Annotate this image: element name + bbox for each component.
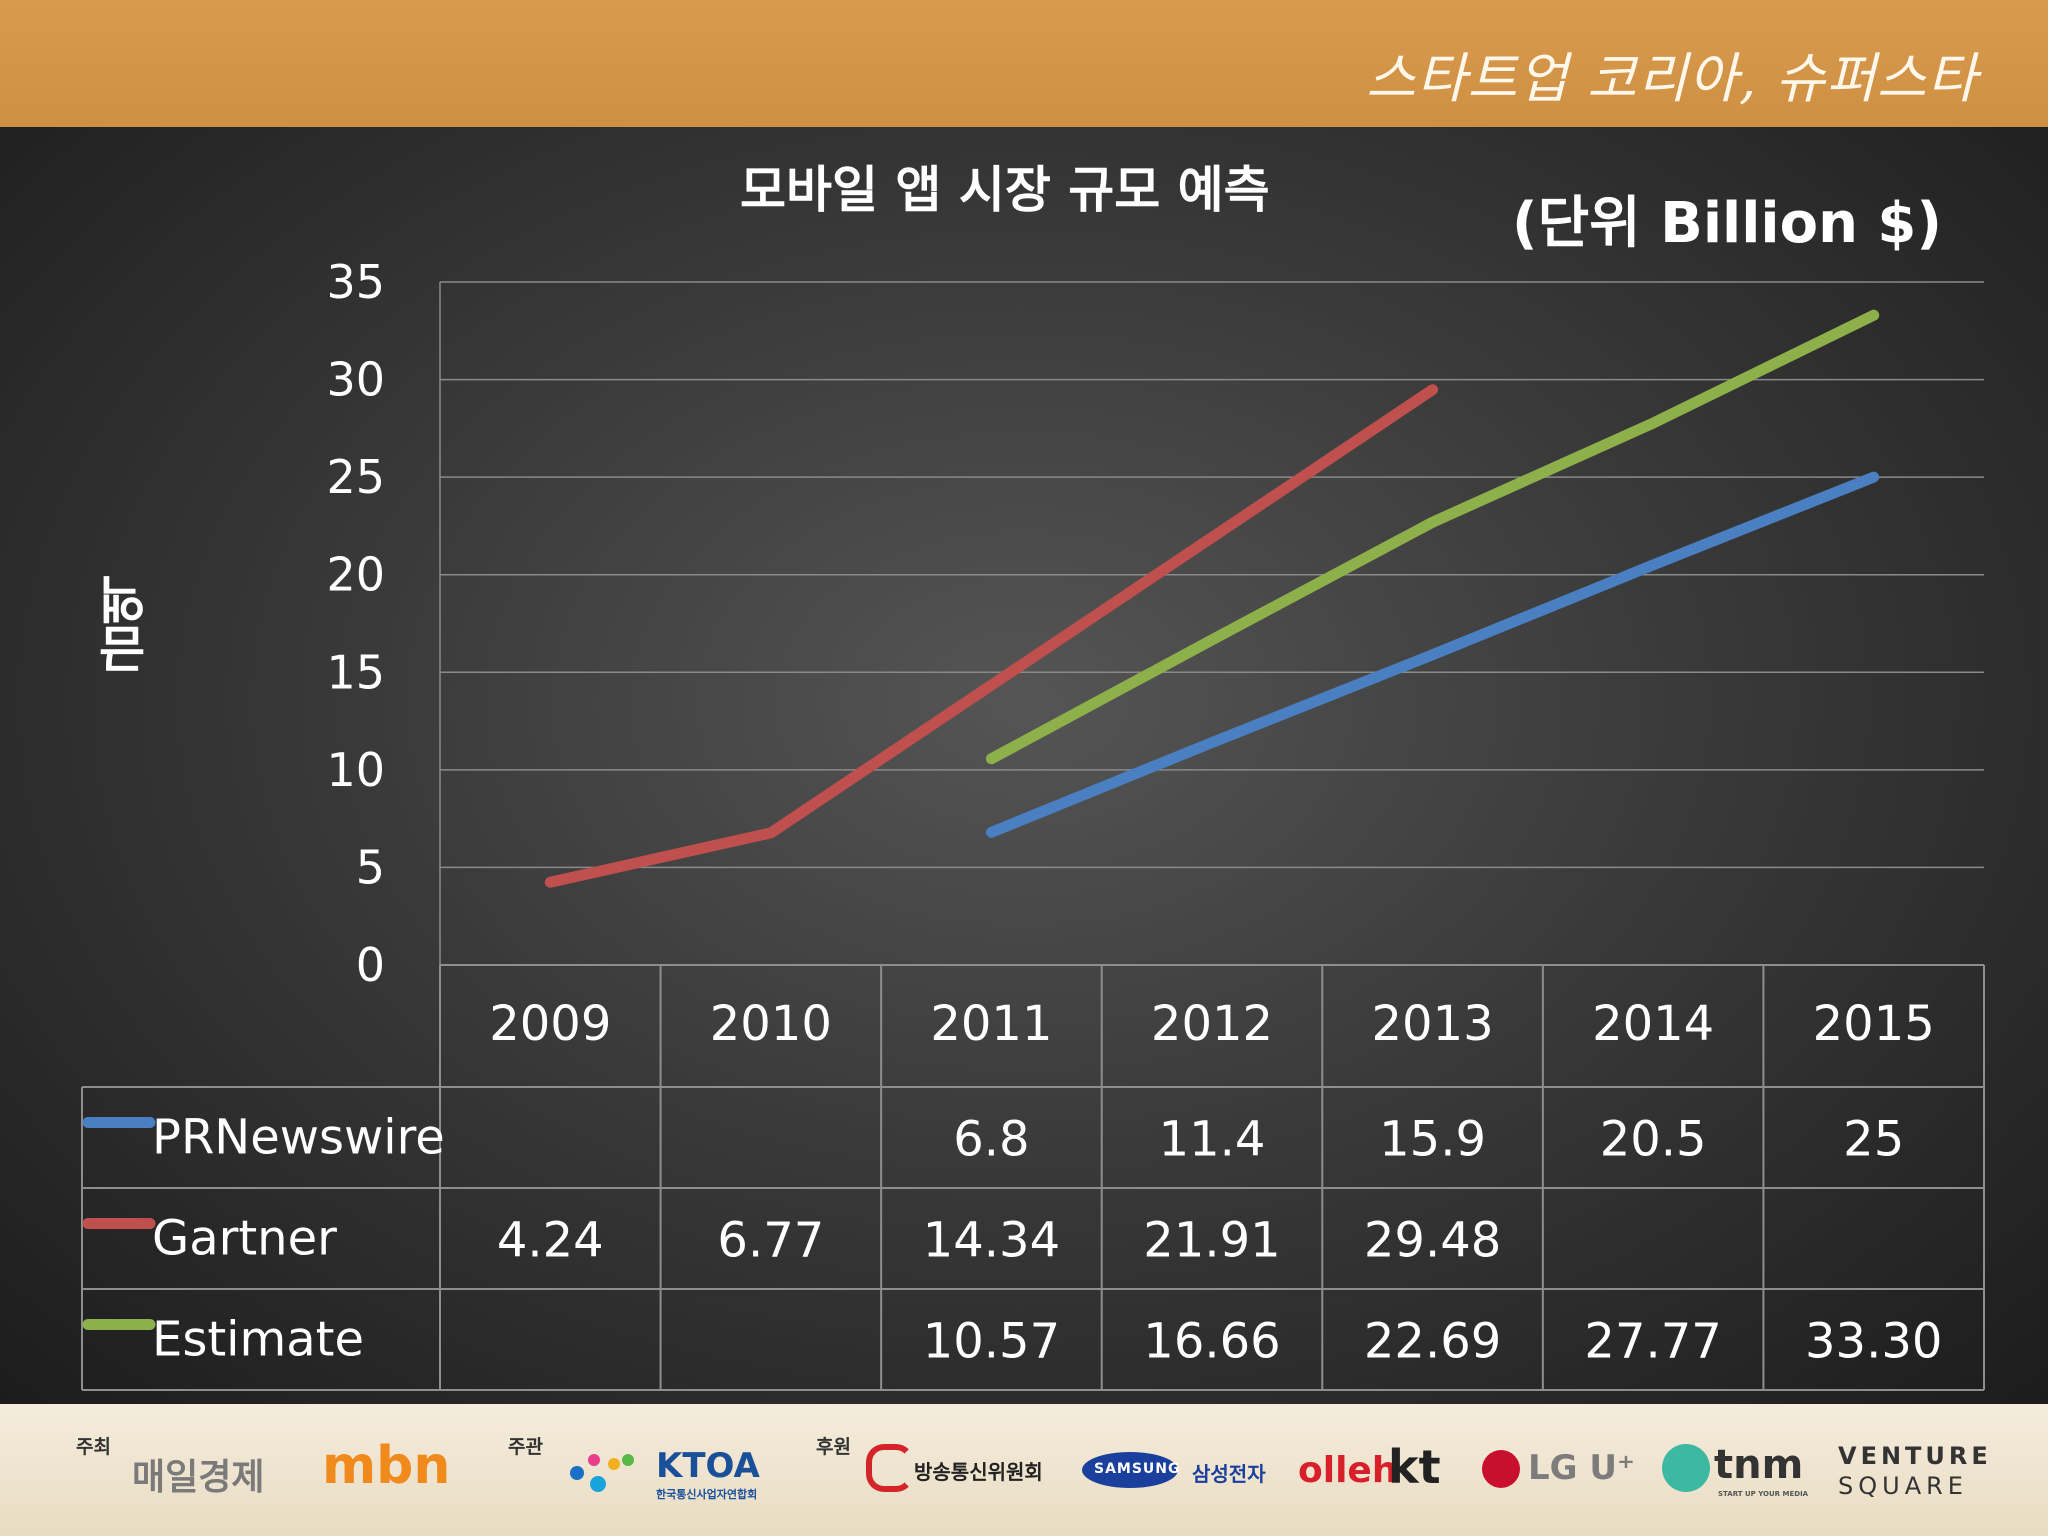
square-logo: SQUARE <box>1838 1472 1968 1500</box>
data-label: 4.24 <box>497 1213 604 1269</box>
data-label: 21.91 <box>1143 1213 1280 1269</box>
y-tick-label: 15 <box>326 645 385 699</box>
data-label: 33.30 <box>1805 1314 1942 1370</box>
legend-label-gartner: Gartner <box>152 1211 337 1267</box>
x-tick-label: 2015 <box>1813 996 1935 1052</box>
venture-logo: VENTURE <box>1838 1442 1992 1470</box>
kcc-logo: 방송통신위원회 <box>914 1460 1043 1484</box>
data-label: 29.48 <box>1364 1213 1501 1269</box>
kcc-emblem-icon <box>866 1444 914 1492</box>
host-label: 주최 <box>76 1436 111 1458</box>
x-tick-label: 2009 <box>489 996 611 1052</box>
series-line-estimate <box>985 309 1880 765</box>
unit-label: (단위 Billion $) <box>1512 191 1942 256</box>
data-label: 6.77 <box>717 1213 824 1269</box>
data-label: 6.8 <box>953 1112 1029 1168</box>
samsung-logo: SAMSUNG <box>1094 1461 1181 1477</box>
tnm-logo: tnm <box>1714 1442 1804 1488</box>
y-tick-label: 20 <box>326 548 385 602</box>
data-label: 10.57 <box>923 1314 1060 1370</box>
data-label: 11.4 <box>1159 1112 1266 1168</box>
x-tick-label: 2011 <box>930 996 1052 1052</box>
samsung-kor-logo: 삼성전자 <box>1192 1462 1266 1486</box>
y-tick-label: 30 <box>326 353 385 407</box>
sponsor-label: 후원 <box>816 1436 851 1458</box>
brand-slogan: 스타트업 코리아, 슈퍼스타 <box>1366 47 1978 110</box>
header-bar: 스타트업 코리아, 슈퍼스타 <box>0 0 2048 127</box>
data-label: 22.69 <box>1364 1314 1501 1370</box>
data-label: 25 <box>1843 1112 1904 1168</box>
line-chart: 0 5 10 15 20 25 30 35 2009 2010 2011 2012 2013 2014 20… <box>81 255 1985 1391</box>
kt-logo: kt <box>1388 1440 1441 1494</box>
series-line-gartner <box>544 384 1439 888</box>
samsung-ellipse-icon <box>1082 1452 1178 1488</box>
data-label: 27.77 <box>1584 1314 1721 1370</box>
y-tick-label: 5 <box>356 840 385 894</box>
mbn-logo: mbn <box>322 1436 451 1496</box>
x-tick-label: 2010 <box>710 996 832 1052</box>
organizer-label: 주관 <box>508 1436 543 1458</box>
x-tick-label: 2014 <box>1592 996 1714 1052</box>
y-tick-label: 10 <box>326 743 385 797</box>
legend-label-prnewswire: PRNewswire <box>152 1110 445 1166</box>
maeil-logo: 매일경제 <box>132 1457 265 1498</box>
footer-sponsors: 주최 매일경제 mbn 주관 KTOA 한국통신사업자연합회 후원 방송통신위원… <box>0 1404 2048 1536</box>
x-tick-label: 2013 <box>1371 996 1493 1052</box>
olleh-logo: olleh <box>1298 1450 1398 1491</box>
legend-label-estimate: Estimate <box>152 1312 364 1368</box>
series-line-prnewswire <box>985 471 1880 838</box>
ktoa-sub: 한국통신사업자연합회 <box>656 1488 758 1501</box>
data-label: 14.34 <box>923 1213 1060 1269</box>
tnm-sub: START UP YOUR MEDIA <box>1718 1490 1809 1498</box>
y-tick-label: 0 <box>356 938 385 992</box>
y-tick-label: 25 <box>326 450 385 504</box>
slide-background <box>0 127 2048 1404</box>
data-label: 16.66 <box>1143 1314 1280 1370</box>
lguplus-logo: LG U⁺ <box>1528 1448 1635 1488</box>
data-label: 20.5 <box>1600 1112 1707 1168</box>
data-label: 15.9 <box>1379 1112 1486 1168</box>
chart-title: 모바일 앱 시장 규모 예측 <box>740 161 1270 219</box>
lg-face-icon <box>1482 1450 1520 1488</box>
ktoa-logo: KTOA <box>656 1446 760 1486</box>
y-tick-label: 35 <box>326 255 385 309</box>
tnm-people-icon <box>1662 1444 1710 1492</box>
x-tick-label: 2012 <box>1151 996 1273 1052</box>
